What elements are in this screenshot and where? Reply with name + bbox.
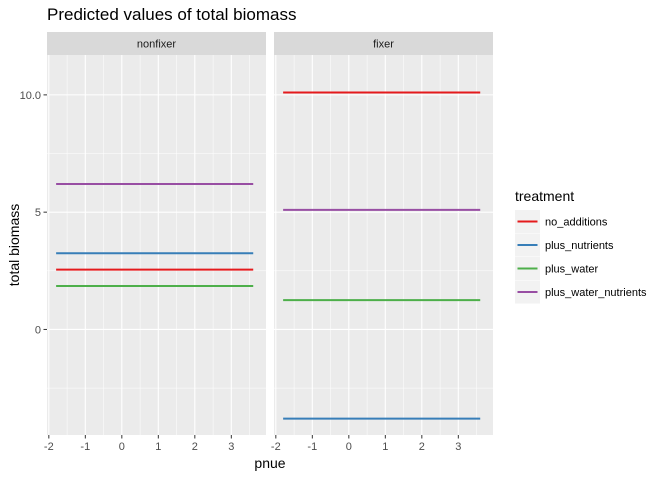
x-tick-label: 3: [455, 441, 461, 453]
panel-nonfixer: nonfixer -2 -1 0 1 2 3 0 5 10.0: [20, 32, 266, 453]
legend-label: plus_nutrients: [545, 240, 614, 252]
x-tick-label: 2: [192, 441, 198, 453]
y-tick-label: 0: [35, 324, 41, 336]
legend-label: plus_water_nutrients: [545, 287, 647, 299]
panels: nonfixer -2 -1 0 1 2 3 0 5 10.0 fixer -2 -1 0 1 2 3: [20, 32, 493, 453]
x-tick-label: 0: [119, 441, 125, 453]
x-tick-label: -2: [271, 441, 281, 453]
x-tick-label: -1: [80, 441, 90, 453]
x-tick-label: 1: [382, 441, 388, 453]
legend-entry-plus_water_nutrients: plus_water_nutrients: [515, 280, 647, 304]
strip-nonfixer: [47, 32, 266, 55]
chart-title: Predicted values of total biomass: [47, 5, 296, 24]
legend: treatment no_additions plus_nutrientsplus…: [515, 188, 647, 304]
y-tick-label: 10.0: [20, 90, 41, 102]
x-tick-label: 3: [228, 441, 234, 453]
strip-label-fixer: fixer: [373, 39, 394, 51]
panel-background: [274, 55, 493, 435]
strip-fixer: [274, 32, 493, 55]
x-tick-label: 1: [155, 441, 161, 453]
x-tick-label: -1: [307, 441, 317, 453]
strip-label-nonfixer: nonfixer: [137, 39, 176, 51]
x-tick-label: 2: [419, 441, 425, 453]
legend-label: no_additions: [545, 217, 608, 229]
legend-entry-plus_nutrients: plus_nutrients: [515, 233, 614, 257]
legend-entry-no_additions: no_additions: [515, 210, 608, 233]
legend-title: treatment: [515, 188, 574, 204]
x-tick-label: -2: [44, 441, 54, 453]
x-axis-title: pnue: [254, 455, 285, 471]
legend-entry-plus_water: plus_water: [515, 257, 599, 280]
panel-fixer: fixer -2 -1 0 1 2 3: [271, 32, 493, 453]
panel-background: [47, 55, 266, 435]
x-tick-label: 0: [346, 441, 352, 453]
legend-label: plus_water: [545, 264, 599, 276]
y-tick-label: 5: [35, 207, 41, 219]
y-axis-title: total biomass: [6, 204, 22, 286]
